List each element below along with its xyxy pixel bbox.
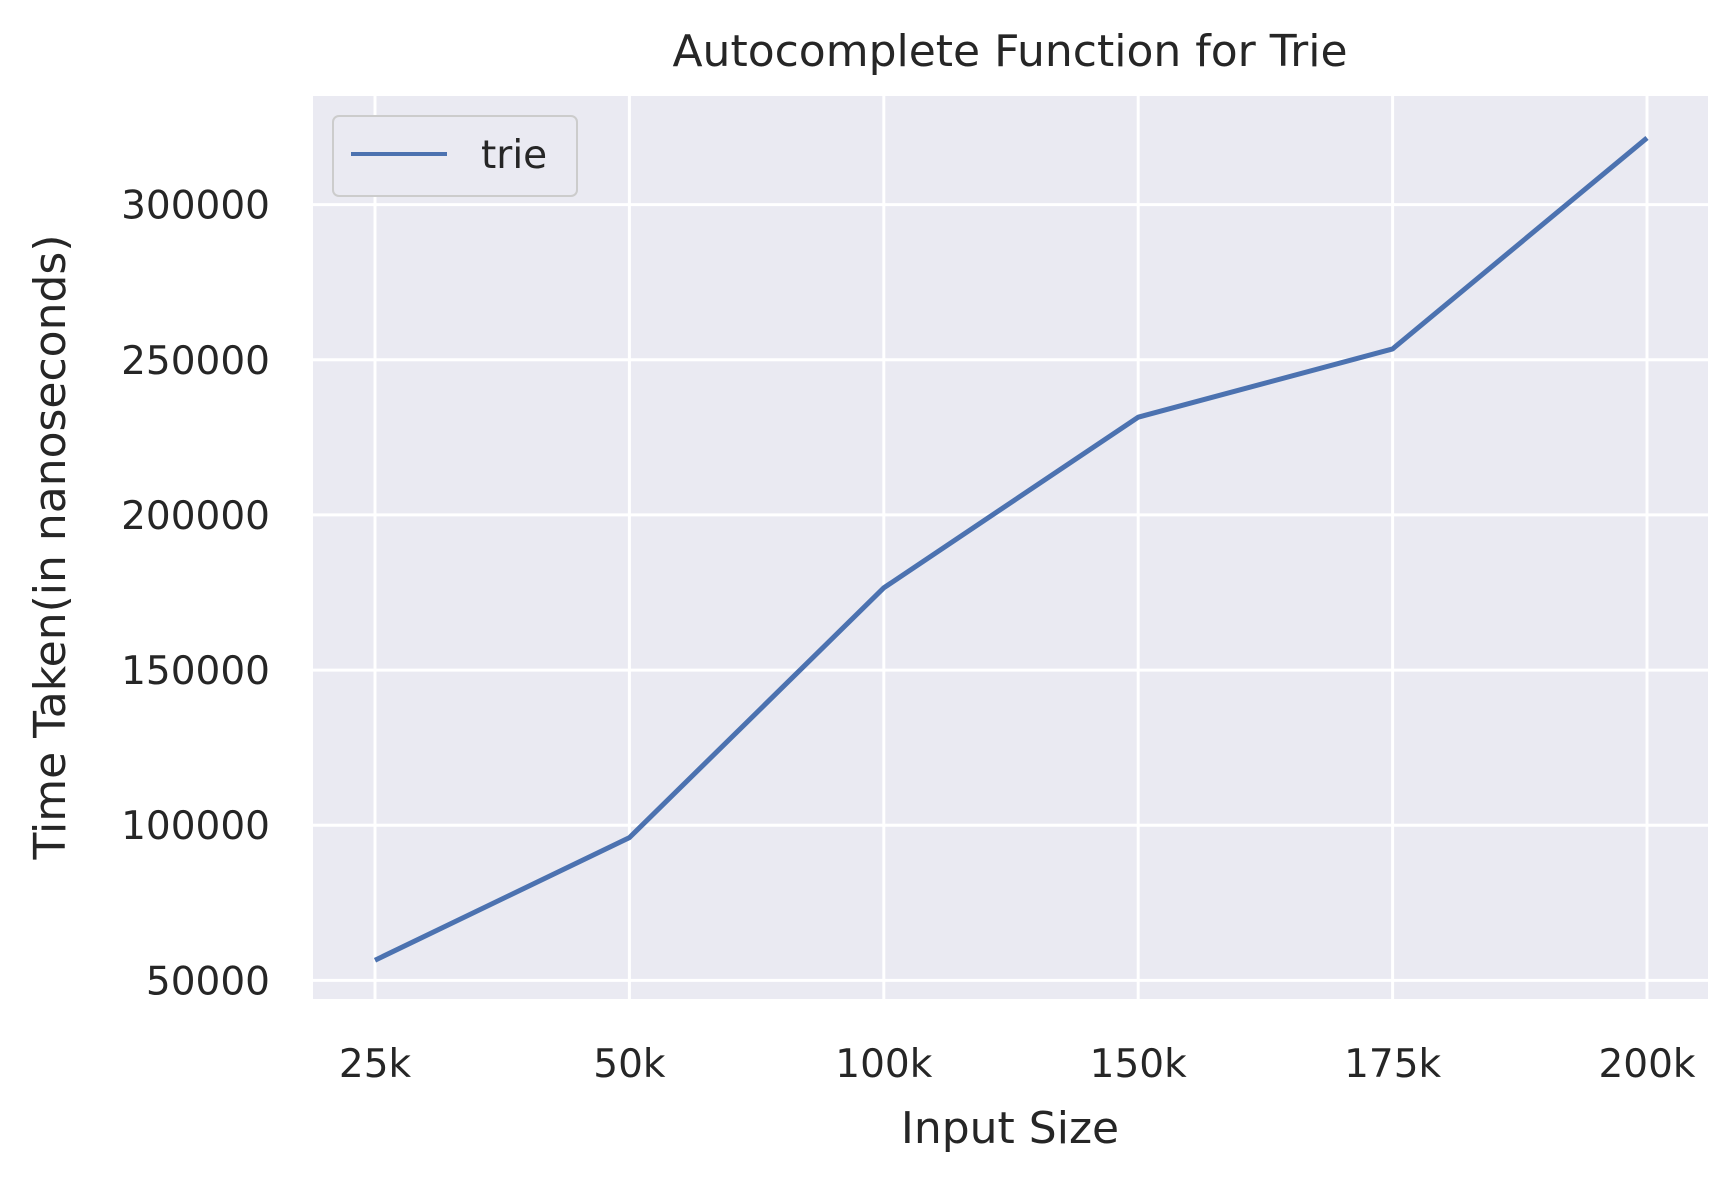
y-tick-label: 200000	[121, 494, 270, 539]
series-line-trie	[373, 135, 1649, 963]
chart-title: Autocomplete Function for Trie	[672, 26, 1347, 77]
y-tick-labels: 50000 100000 150000 200000 250000 300000	[121, 184, 270, 1005]
x-tick-label: 200k	[1598, 1042, 1695, 1087]
x-tick-label: 100k	[835, 1042, 932, 1087]
legend-box	[332, 115, 578, 197]
x-tick-label: 175k	[1344, 1042, 1441, 1087]
plot-background	[313, 96, 1708, 999]
x-axis-label: Input Size	[901, 1103, 1119, 1154]
y-tick-label: 250000	[121, 339, 270, 384]
y-axis-label: Time Taken(in nanoseconds)	[25, 234, 76, 860]
x-tick-label: 150k	[1090, 1042, 1187, 1087]
y-tick-label: 50000	[146, 959, 270, 1004]
grid-layer	[313, 96, 1708, 999]
series-layer	[373, 135, 1649, 963]
x-tick-label: 25k	[339, 1042, 412, 1087]
legend: trie	[332, 115, 578, 197]
y-tick-label: 150000	[121, 649, 270, 694]
legend-label-trie: trie	[481, 133, 547, 178]
x-tick-label: 50k	[593, 1042, 666, 1087]
y-tick-label: 100000	[121, 804, 270, 849]
y-tick-label: 300000	[121, 184, 270, 229]
x-tick-labels: 25k 50k 100k 150k 175k 200k	[339, 1042, 1696, 1087]
